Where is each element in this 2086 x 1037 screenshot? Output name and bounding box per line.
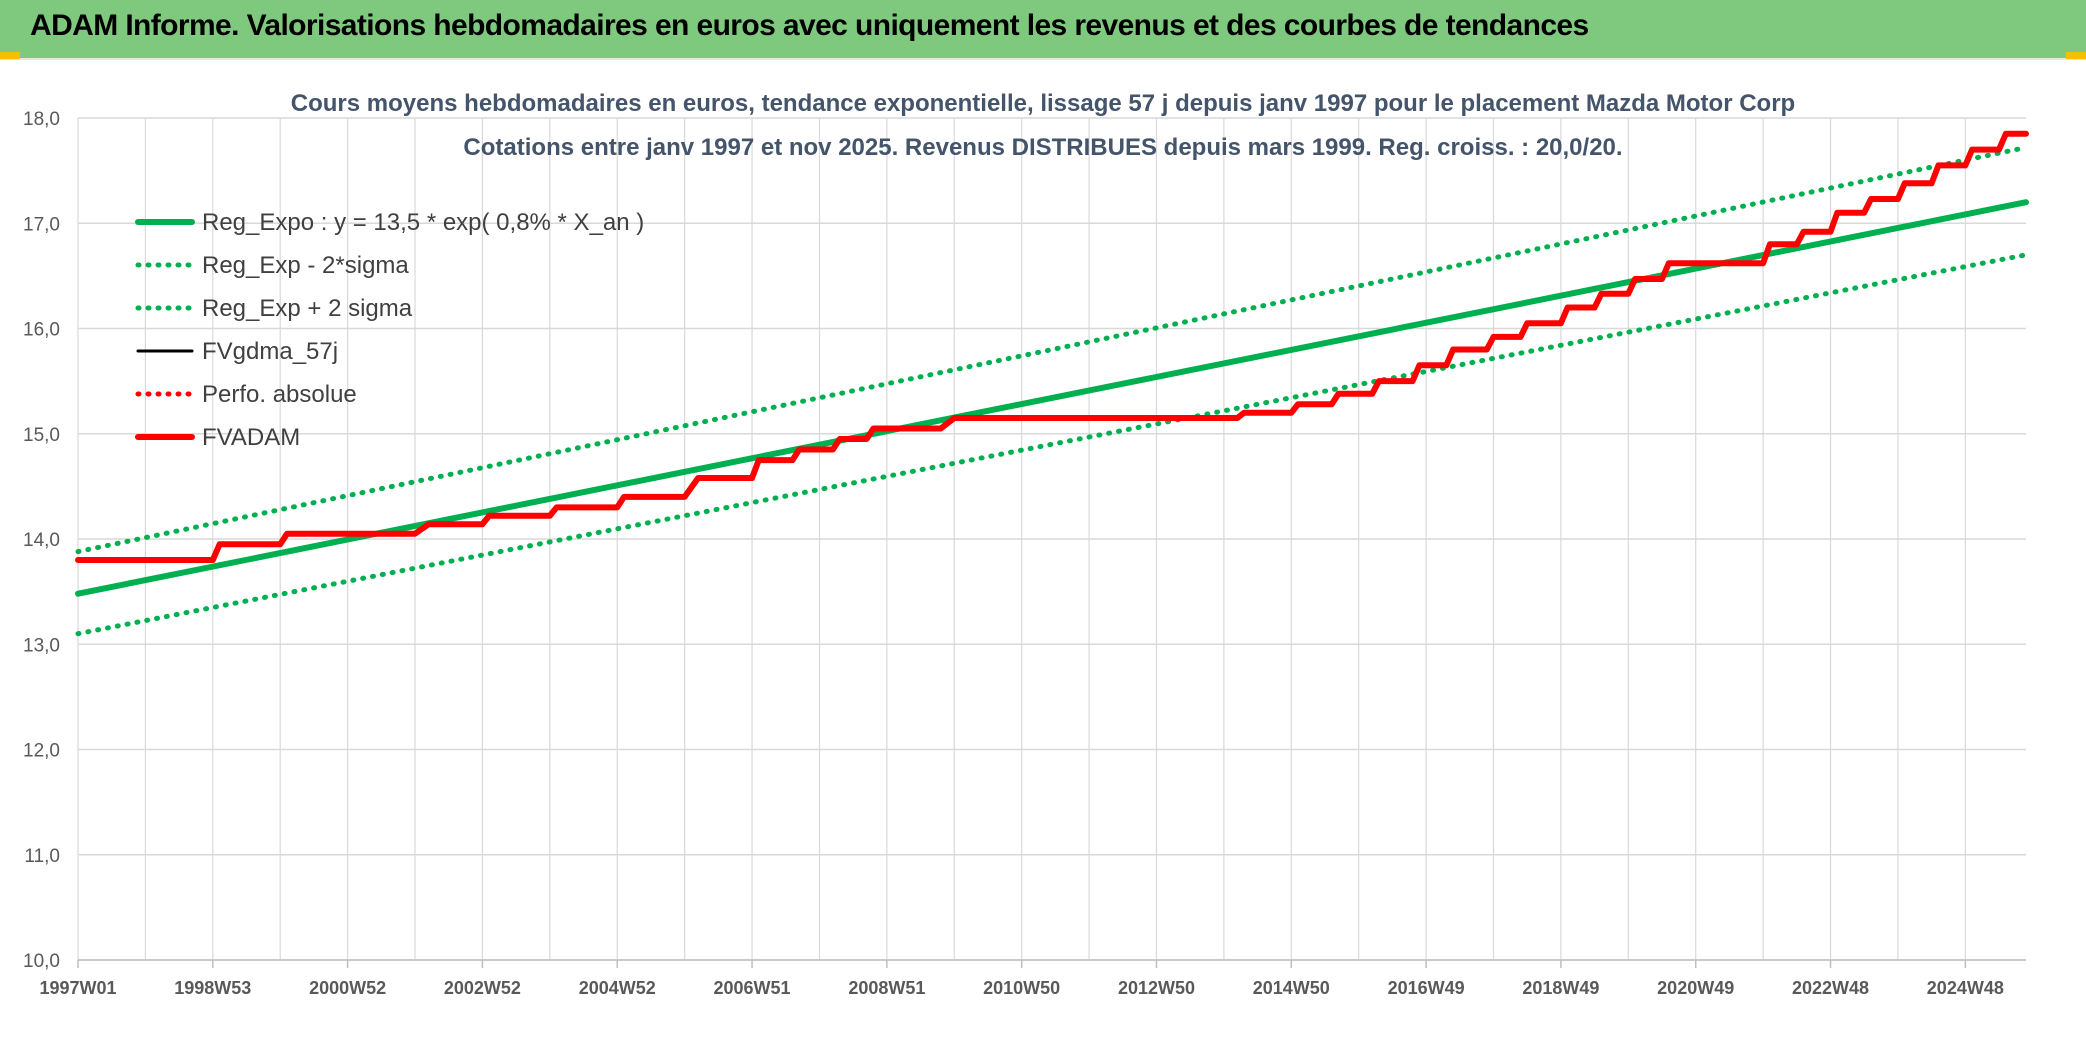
x-tick-label: 2000W52: [309, 978, 386, 998]
y-tick-label: 13,0: [23, 635, 60, 656]
series-line-3: [76, 132, 2028, 562]
x-tick-label: 2016W49: [1388, 978, 1465, 998]
x-axis-ticks: 1997W01 1998W53 2000W52 2002W52 2004W52 2006W…: [39, 960, 2004, 998]
y-tick-label: 14,0: [23, 530, 60, 551]
legend-label: FVADAM: [202, 424, 300, 451]
chart-title: Cours moyens hebdomadaires en euros, ten…: [291, 90, 1795, 117]
x-tick-label: 2020W49: [1657, 978, 1734, 998]
x-tick-label: 2012W50: [1118, 978, 1195, 998]
series-line-5: [75, 130, 2029, 563]
series-line-2: [75, 145, 2029, 555]
corner-mark-left: [0, 52, 20, 59]
x-tick-label: 2018W49: [1522, 978, 1599, 998]
y-tick-label: 16,0: [23, 320, 60, 341]
corner-mark-right: [2066, 52, 2086, 59]
legend-label: FVgdma_57j: [202, 338, 338, 365]
y-tick-label: 12,0: [23, 741, 60, 762]
report-title: ADAM Informe. Valorisations hebdomadaire…: [30, 9, 1589, 42]
series-line-1: [75, 252, 2029, 637]
x-tick-label: 2008W51: [848, 978, 925, 998]
x-tick-label: 2014W50: [1253, 978, 1330, 998]
chart-subtitle: Cotations entre janv 1997 et nov 2025. R…: [463, 134, 1622, 161]
chart-series: [75, 130, 2029, 637]
y-tick-label: 15,0: [23, 425, 60, 446]
chart-grid: [77, 117, 2026, 961]
chart-legend: Reg_Expo : y = 13,5 * exp( 0,8% * X_an )…: [135, 209, 644, 451]
series-line-0: [75, 199, 2029, 597]
y-tick-label: 11,0: [24, 846, 60, 867]
y-tick-label: 18,0: [23, 109, 60, 130]
x-tick-label: 2004W52: [579, 978, 656, 998]
x-tick-label: 2022W48: [1792, 978, 1869, 998]
legend-label: Reg_Exp - 2*sigma: [202, 252, 409, 279]
x-tick-label: 2006W51: [714, 978, 791, 998]
x-tick-label: 1998W53: [174, 978, 251, 998]
report-banner: ADAM Informe. Valorisations hebdomadaire…: [0, 0, 2086, 60]
x-tick-label: 2024W48: [1927, 978, 2004, 998]
x-tick-label: 1997W01: [39, 978, 116, 998]
legend-label: Perfo. absolue: [202, 381, 357, 408]
x-tick-label: 2010W50: [983, 978, 1060, 998]
y-tick-label: 17,0: [23, 214, 60, 235]
y-axis-ticks: 10,0 11,0 12,0 13,0 14,0 15,0 16,0 17,0 18,0: [23, 109, 60, 972]
x-tick-label: 2002W52: [444, 978, 521, 998]
legend-label: Reg_Expo : y = 13,5 * exp( 0,8% * X_an ): [202, 209, 644, 236]
legend-label: Reg_Exp + 2 sigma: [202, 295, 413, 322]
y-tick-label: 10,0: [23, 951, 60, 972]
